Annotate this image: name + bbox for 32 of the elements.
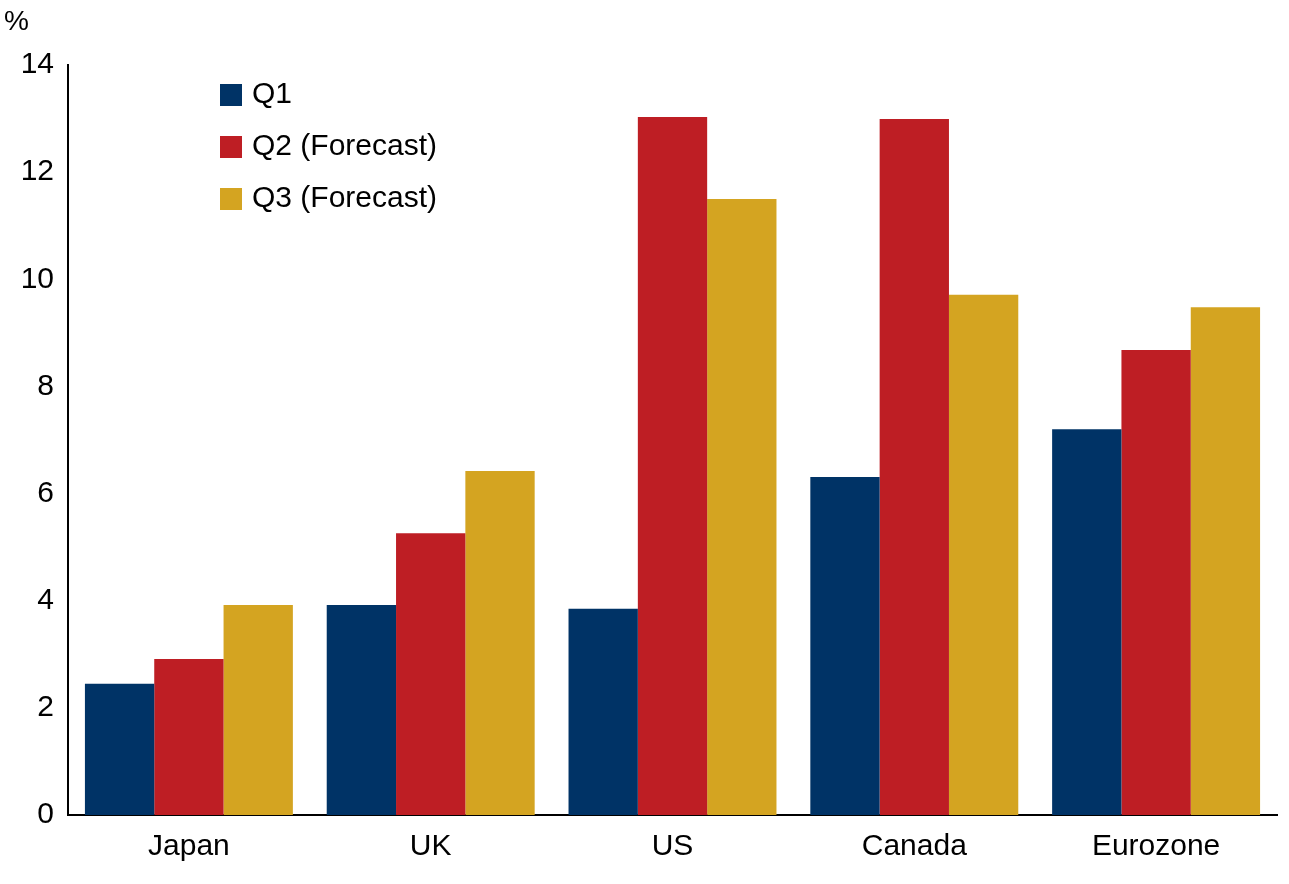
legend-label: Q2 (Forecast) — [252, 128, 438, 162]
bar — [879, 119, 949, 815]
bar — [154, 659, 224, 815]
y-tick-label: 4 — [37, 581, 54, 615]
x-tick-label: Eurozone — [1091, 828, 1221, 862]
bar — [810, 476, 880, 815]
y-tick-label: 6 — [37, 474, 54, 508]
bar — [326, 605, 397, 815]
y-tick-label: 0 — [37, 796, 54, 830]
bar — [223, 605, 293, 815]
bar — [1121, 350, 1191, 815]
y-axis-title: % — [4, 4, 29, 36]
y-tick-label: 10 — [20, 260, 54, 294]
bar — [568, 608, 638, 815]
y-tick-label: 2 — [37, 689, 54, 723]
legend-label: Q1 — [252, 76, 293, 110]
x-tick-label: US — [651, 828, 694, 862]
bar — [637, 116, 708, 815]
bar — [1052, 429, 1122, 815]
bar — [465, 471, 535, 815]
legend-label: Q3 (Forecast) — [252, 180, 438, 214]
bar — [396, 533, 466, 815]
y-tick-label: 12 — [20, 153, 54, 187]
x-tick-label: Canada — [861, 828, 968, 862]
bar — [84, 683, 155, 815]
x-tick-label: UK — [409, 828, 452, 862]
x-tick-label: Japan — [148, 828, 230, 862]
bar — [1190, 307, 1261, 815]
y-tick-label: 14 — [20, 46, 54, 80]
bar — [948, 294, 1019, 815]
y-tick-label: 8 — [37, 367, 54, 401]
bar — [707, 198, 777, 815]
